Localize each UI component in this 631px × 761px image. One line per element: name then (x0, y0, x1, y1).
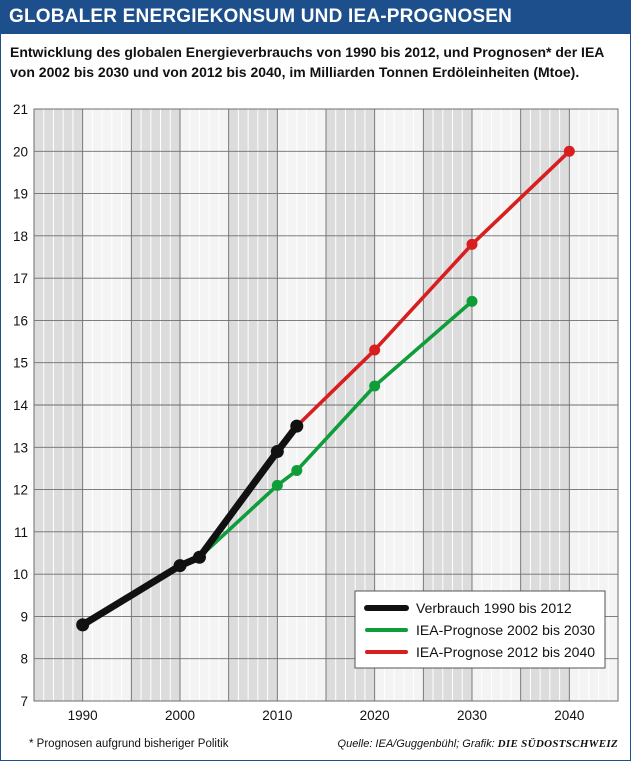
y-tick-label: 14 (13, 398, 29, 413)
series-line (294, 149, 572, 428)
x-tick-label: 2000 (165, 708, 195, 723)
legend: Verbrauch 1990 bis 2012 IEA-Prognose 2002… (354, 590, 606, 669)
y-tick-label: 19 (13, 187, 28, 202)
title-bar: GLOBALER ENERGIEKONSUM UND IEA-PROGNOSEN (1, 1, 630, 34)
source-credit: Quelle: IEA/Guggenbühl; Grafik: DIE SÜDOS… (338, 738, 618, 750)
y-tick-label: 18 (13, 229, 28, 244)
y-tick-label: 21 (13, 102, 28, 117)
y-tick-label: 20 (13, 144, 28, 159)
y-tick-label: 16 (13, 313, 28, 328)
y-tick-label: 8 (20, 652, 28, 667)
y-axis-ticks: 7 8 9 10 11 12 13 14 15 16 17 18 19 20 21 (13, 102, 29, 709)
y-tick-label: 9 (20, 609, 28, 624)
x-tick-label: 2040 (554, 708, 584, 723)
data-point (466, 238, 478, 250)
data-point (290, 419, 304, 433)
data-point (192, 550, 206, 564)
legend-label: IEA-Prognose 2012 bis 2040 (416, 644, 595, 660)
y-tick-label: 12 (13, 483, 28, 498)
x-tick-label: 1990 (68, 708, 98, 723)
data-point (369, 380, 381, 392)
y-tick-label: 13 (13, 440, 28, 455)
y-tick-label: 17 (13, 271, 28, 286)
data-point (369, 344, 381, 356)
data-point (76, 618, 90, 632)
plot-border (33, 108, 619, 702)
legend-label: IEA-Prognose 2002 bis 2030 (416, 622, 595, 638)
x-tick-label: 2030 (457, 708, 487, 723)
data-point (291, 465, 303, 477)
x-tick-label: 2020 (360, 708, 390, 723)
x-tick-label: 2010 (262, 708, 292, 723)
source-text: Quelle: IEA/Guggenbühl; Grafik: (337, 738, 495, 750)
page-title: GLOBALER ENERGIEKONSUM UND IEA-PROGNOSEN (9, 6, 513, 27)
data-point (270, 445, 284, 459)
footnote: * Prognosen aufgrund bisheriger Politik (29, 738, 229, 750)
y-tick-label: 7 (20, 694, 28, 709)
series-layer (76, 145, 575, 632)
y-tick-label: 10 (13, 567, 28, 582)
data-point (466, 295, 478, 307)
source-brand: DIE SÜDOSTSCHWEIZ (497, 738, 618, 750)
data-point (563, 145, 575, 157)
chart-subtitle: Entwicklung des globalen Energieverbrauc… (10, 44, 604, 80)
y-tick-label: 11 (14, 525, 28, 540)
data-point (173, 559, 187, 573)
y-tick-label: 15 (13, 356, 28, 371)
x-axis-ticks: 1990 2000 2010 2020 2030 2040 (68, 708, 585, 723)
data-point (271, 479, 283, 491)
legend-label: Verbrauch 1990 bis 2012 (416, 600, 572, 616)
